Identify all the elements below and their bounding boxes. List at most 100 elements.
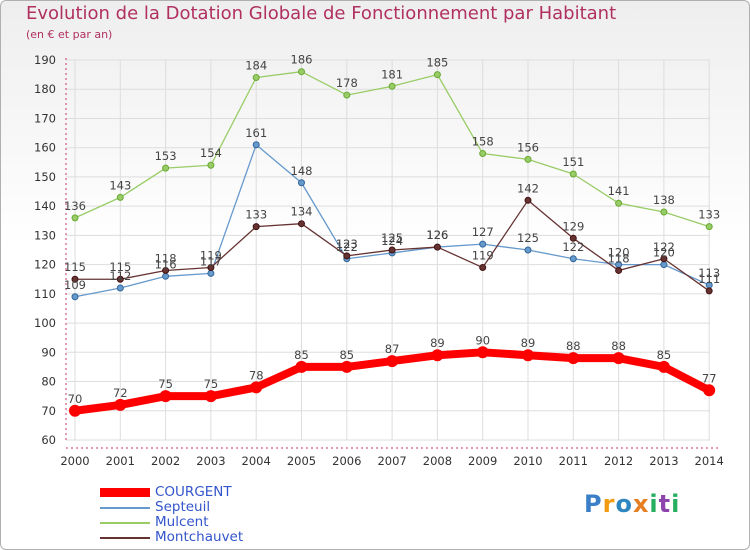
y-tick-label: 170 <box>34 111 56 125</box>
data-label: 156 <box>517 140 539 154</box>
y-tick-label: 140 <box>34 199 56 213</box>
data-point <box>615 199 623 207</box>
logo-letter: r <box>602 490 616 518</box>
data-point <box>388 246 396 254</box>
data-label: 123 <box>336 237 358 251</box>
data-point <box>476 346 489 359</box>
data-label: 89 <box>521 336 536 350</box>
data-point <box>569 170 577 178</box>
logo-letter: t <box>658 490 672 518</box>
data-point <box>615 266 623 274</box>
data-label: 120 <box>608 246 630 260</box>
x-tick-label: 2013 <box>649 454 678 468</box>
data-label: 70 <box>68 392 83 406</box>
data-point <box>298 179 305 187</box>
data-label: 122 <box>653 240 675 254</box>
data-label: 111 <box>698 272 720 286</box>
data-label: 112 <box>109 269 131 283</box>
logo-letter: P <box>584 490 603 518</box>
data-label: 117 <box>200 254 222 268</box>
data-point <box>252 223 260 231</box>
data-point <box>522 349 534 362</box>
data-label: 77 <box>702 371 717 385</box>
y-tick-label: 190 <box>34 53 56 67</box>
y-tick-label: 90 <box>41 345 56 359</box>
data-label: 127 <box>472 225 494 239</box>
legend-label: Mulcent <box>155 514 209 530</box>
legend-swatch <box>100 507 150 509</box>
data-point <box>660 208 668 216</box>
data-label: 116 <box>155 257 177 271</box>
legend-swatch <box>100 537 150 539</box>
data-label: 115 <box>109 260 131 274</box>
data-label: 126 <box>426 228 448 242</box>
data-label: 119 <box>200 249 222 263</box>
data-label: 90 <box>475 333 490 347</box>
data-point <box>116 284 124 292</box>
x-tick-label: 2008 <box>423 454 452 468</box>
data-label: 141 <box>608 184 630 198</box>
data-point <box>660 261 668 269</box>
y-tick-label: 100 <box>34 316 56 330</box>
y-tick-label: 180 <box>34 82 56 96</box>
x-tick-label: 2002 <box>151 454 180 468</box>
x-tick-label: 2012 <box>604 454 633 468</box>
legend-label: COURGENT <box>155 484 232 500</box>
y-tick-label: 70 <box>41 404 56 418</box>
data-label: 109 <box>64 278 86 292</box>
data-label: 181 <box>381 67 403 81</box>
data-point <box>479 240 487 248</box>
data-label: 148 <box>291 164 313 178</box>
data-point <box>298 68 305 76</box>
data-label: 184 <box>245 59 267 73</box>
x-tick-label: 2003 <box>196 454 225 468</box>
data-label: 158 <box>472 135 494 149</box>
chart-subtitle: (en € et par an) <box>26 28 113 41</box>
data-point <box>479 150 487 158</box>
data-point <box>71 275 79 283</box>
data-label: 124 <box>381 234 403 248</box>
data-point <box>207 269 215 277</box>
data-label: 120 <box>653 246 675 260</box>
axes: 60 70 80 90 100 110 120 130 140 150 160 170 180 190 20… <box>34 53 724 468</box>
data-label: 133 <box>245 208 267 222</box>
data-point <box>569 234 577 242</box>
data-label: 154 <box>200 146 222 160</box>
data-point <box>705 223 713 231</box>
legend-label: Septeuil <box>155 499 211 515</box>
data-point <box>386 355 399 368</box>
data-point <box>569 255 577 263</box>
data-label: 186 <box>291 53 313 67</box>
data-point <box>159 390 172 403</box>
data-label: 78 <box>249 368 264 382</box>
x-tick-label: 2004 <box>242 454 271 468</box>
y-tick-label: 120 <box>34 258 56 272</box>
data-label: 88 <box>566 339 581 353</box>
y-tick-label: 80 <box>41 375 56 389</box>
x-tick-label: 2009 <box>468 454 497 468</box>
data-point <box>116 193 124 201</box>
data-label: 118 <box>155 251 177 265</box>
legend-swatch <box>100 488 150 497</box>
data-label: 85 <box>339 348 354 362</box>
data-point <box>207 264 215 272</box>
data-label: 122 <box>336 240 358 254</box>
data-point <box>524 196 532 204</box>
data-point <box>162 272 170 280</box>
data-label: 115 <box>64 260 86 274</box>
data-label: 88 <box>611 339 626 353</box>
logo-letter: i <box>649 490 659 518</box>
data-point <box>71 214 79 222</box>
x-tick-label: 2014 <box>695 454 724 468</box>
data-point <box>388 82 396 90</box>
logo-letter: x <box>632 490 650 518</box>
data-label: 119 <box>472 249 494 263</box>
data-point <box>657 360 670 373</box>
data-label: 143 <box>109 178 131 192</box>
data-label: 126 <box>426 228 448 242</box>
data-label: 161 <box>245 126 267 140</box>
x-tick-label: 2007 <box>377 454 406 468</box>
data-label: 118 <box>608 251 630 265</box>
